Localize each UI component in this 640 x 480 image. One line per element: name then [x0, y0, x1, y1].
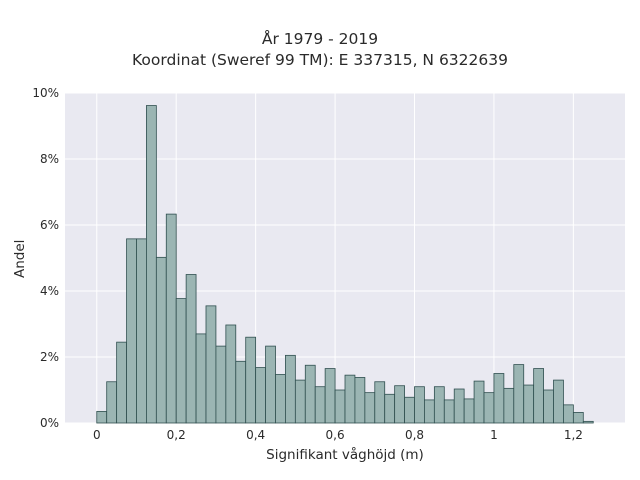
histogram-bar [175, 298, 187, 424]
histogram-bar [215, 345, 227, 424]
y-tick-label: 10% [32, 86, 59, 100]
histogram-bar [394, 385, 405, 424]
histogram-bar [424, 399, 435, 424]
histogram-bar [553, 379, 564, 424]
x-tick-label: 1,2 [564, 428, 583, 442]
histogram-bar [513, 364, 525, 424]
y-tick-label: 2% [40, 350, 59, 364]
y-tick-label: 6% [40, 218, 59, 232]
histogram-bars [96, 105, 594, 424]
histogram-bar [136, 238, 147, 424]
histogram-bar [483, 392, 495, 424]
histogram-bar [433, 386, 445, 424]
histogram-bar [453, 388, 465, 424]
histogram-bar [205, 305, 217, 424]
histogram-bar [563, 404, 574, 424]
histogram-bar [314, 386, 326, 424]
histogram-bar [285, 354, 296, 424]
histogram-bar [126, 238, 137, 424]
x-tick-label: 1 [490, 428, 498, 442]
histogram-bar [294, 379, 306, 424]
histogram-bar [493, 373, 505, 424]
histogram-bar [414, 386, 425, 424]
histogram-bar [523, 384, 535, 424]
histogram-bar [146, 105, 157, 424]
x-tick-label: 0,4 [246, 428, 265, 442]
y-tick-label: 4% [40, 284, 59, 298]
histogram-bar [275, 374, 286, 424]
chart-title-line-1: År 1979 - 2019 [261, 30, 379, 48]
histogram-bar [225, 324, 237, 424]
histogram-bar [344, 374, 356, 424]
histogram-bar [572, 412, 584, 424]
x-tick-label: 0 [93, 428, 101, 442]
x-tick-label: 0,6 [326, 428, 345, 442]
histogram-bar [304, 364, 316, 424]
y-tick-label: 8% [40, 152, 59, 166]
y-axis-label: Andel [12, 239, 28, 278]
histogram-bar [384, 393, 396, 424]
chart-title-line-2: Koordinat (Sweref 99 TM): E 337315, N 63… [132, 51, 508, 69]
x-axis-ticks: 0 0,2 0,4 0,6 0,8 1 1,2 [93, 428, 583, 442]
x-tick-label: 0,8 [405, 428, 424, 442]
histogram-bar [245, 336, 257, 424]
histogram-bar [165, 213, 177, 424]
y-axis-ticks: 0% 2% 4% 6% 8% 10% [32, 86, 59, 430]
histogram-bar [364, 392, 376, 424]
histogram-bar [582, 420, 594, 424]
histogram-bar [334, 389, 346, 424]
histogram-bar [195, 333, 207, 424]
histogram-bar [106, 381, 118, 424]
histogram-bar [543, 389, 554, 424]
histogram-bar [185, 274, 197, 424]
histogram-bar [155, 256, 167, 424]
histogram-bar [324, 368, 336, 424]
y-tick-label: 0% [40, 416, 59, 430]
x-axis-label: Signifikant våghöjd (m) [266, 447, 424, 463]
histogram-bar [255, 367, 266, 424]
histogram-bar [533, 368, 544, 424]
histogram-bar [443, 399, 455, 424]
x-tick-label: 0,2 [167, 428, 186, 442]
histogram-bar [374, 381, 386, 424]
histogram-bar [473, 380, 485, 424]
histogram-bar [116, 341, 127, 424]
histogram-bar [463, 398, 475, 424]
histogram-bar [235, 360, 247, 424]
histogram-bar [404, 396, 415, 424]
histogram-bar [265, 345, 276, 424]
histogram-bar [503, 387, 515, 424]
histogram-bar [354, 377, 366, 424]
histogram-bar [96, 411, 108, 424]
